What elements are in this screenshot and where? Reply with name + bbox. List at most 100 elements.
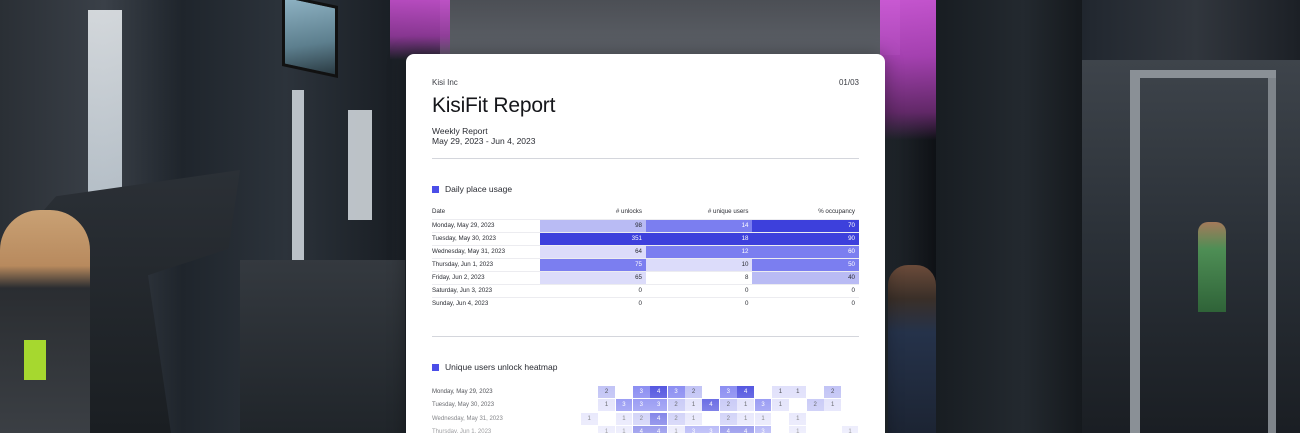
heatmap-cell: 1 <box>598 399 615 412</box>
table-row: Thursday, Jun 1, 2023 75 10 50 <box>432 257 859 271</box>
column-header: # unlocks <box>615 207 642 215</box>
heatmap-cell <box>563 399 580 411</box>
heatmap-section-label: Unique users unlock heatmap <box>445 362 558 372</box>
column-header: % occupancy <box>818 207 855 215</box>
heatmap-cell <box>546 413 563 425</box>
heatmap-cell <box>702 386 719 398</box>
pillar <box>936 0 1082 433</box>
unlocks-cell: 0 <box>539 296 646 310</box>
occupancy-cell: 60 <box>752 244 859 258</box>
heatmap-cell <box>546 386 563 398</box>
heatmap-cell <box>807 426 824 433</box>
unique-users-cell: 14 <box>645 218 753 232</box>
heatmap-row: Tuesday, May 30, 2023 1 3 3 3 2 1 4 2 1 3 1 2 1 <box>432 399 859 413</box>
table-header-row: Date # unlocks # unique users % occupanc… <box>432 207 859 219</box>
heatmap-cell: 2 <box>598 385 615 398</box>
heatmap-cell <box>842 399 859 411</box>
heatmap-cell <box>563 386 580 398</box>
unlocks-cell: 75 <box>539 257 646 271</box>
heatmap-row: Monday, May 29, 2023 2 3 4 3 2 3 4 1 1 2 <box>432 385 859 399</box>
date-cell: Saturday, Jun 3, 2023 <box>432 283 540 297</box>
usage-section-title: Daily place usage <box>432 184 859 194</box>
heatmap-cell <box>563 413 580 425</box>
heatmap-cell: 1 <box>772 399 789 412</box>
heatmap-cell <box>563 426 580 433</box>
report-subtitle: Weekly Report May 29, 2023 - Jun 4, 2023 <box>432 126 859 146</box>
window <box>348 110 372 220</box>
heatmap-cell: 1 <box>789 385 807 398</box>
column-header: # unique users <box>707 207 749 215</box>
heatmap-cell <box>546 399 563 411</box>
heatmap-cell: 2 <box>667 412 685 425</box>
heatmap-cell: 1 <box>754 412 772 425</box>
ceiling-light-pink <box>390 0 450 60</box>
unlocks-cell: 0 <box>539 283 646 297</box>
heatmap-cell <box>772 426 789 433</box>
unique-users-cell: 18 <box>645 231 753 245</box>
heatmap-cell: 3 <box>719 385 737 398</box>
heatmap-cell <box>789 399 806 411</box>
report-title: KisiFit Report <box>432 94 556 117</box>
table-row: Monday, May 29, 2023 98 14 70 <box>432 218 859 232</box>
report-card: Kisi Inc 01/03 KisiFit Report Weekly Rep… <box>406 54 885 433</box>
divider <box>432 336 859 337</box>
heatmap-cell: 2 <box>719 412 737 425</box>
heatmap-cell <box>581 386 598 398</box>
divider <box>432 158 859 159</box>
occupancy-cell: 70 <box>752 218 859 232</box>
company-name: Kisi Inc <box>432 78 458 87</box>
heatmap-cell: 3 <box>702 426 720 433</box>
unique-users-cell: 0 <box>645 283 753 297</box>
heatmap-cell <box>755 386 772 398</box>
window <box>88 10 122 210</box>
heatmap-cell <box>772 413 789 425</box>
table-row: Saturday, Jun 3, 2023 0 0 0 <box>432 283 859 297</box>
person-training <box>0 210 90 433</box>
heatmap-cell: 1 <box>685 412 702 425</box>
squat-rack <box>1130 70 1140 433</box>
report-type: Weekly Report <box>432 126 488 136</box>
table-row: Tuesday, May 30, 2023 351 18 90 <box>432 231 859 245</box>
heatmap-row-label: Monday, May 29, 2023 <box>432 388 493 395</box>
heatmap-section-title: Unique users unlock heatmap <box>432 362 859 372</box>
date-cell: Sunday, Jun 4, 2023 <box>432 296 540 310</box>
heatmap-cell <box>581 399 598 411</box>
unique-users-cell: 8 <box>645 270 753 284</box>
heatmap-cell <box>581 426 598 433</box>
unlocks-cell: 98 <box>539 218 646 232</box>
legend-square-icon <box>432 363 439 371</box>
heatmap-row-label: Wednesday, May 31, 2023 <box>432 415 503 422</box>
heatmap-cell: 1 <box>685 399 702 412</box>
date-cell: Friday, Jun 2, 2023 <box>432 270 540 284</box>
heatmap-cell: 3 <box>754 399 772 412</box>
heatmap-row-label: Tuesday, May 30, 2023 <box>432 402 495 409</box>
heatmap-cell: 1 <box>667 426 685 433</box>
heatmap-cell: 1 <box>772 385 789 398</box>
heatmap-cell: 2 <box>824 385 842 398</box>
date-cell: Tuesday, May 30, 2023 <box>432 231 540 245</box>
unlock-heatmap: Monday, May 29, 2023 2 3 4 3 2 3 4 1 1 2 Tuesday, M… <box>432 385 859 433</box>
occupancy-cell: 90 <box>752 231 859 245</box>
window <box>292 90 304 270</box>
gym-far-room <box>1082 60 1300 433</box>
heatmap-cell <box>842 386 859 398</box>
heatmap-cell: 4 <box>650 385 668 398</box>
heatmap-cell: 3 <box>632 399 650 412</box>
person-shirt-accent <box>24 340 46 380</box>
heatmap-cell: 4 <box>702 399 720 412</box>
heatmap-cell <box>807 386 824 398</box>
heatmap-cell: 1 <box>598 426 615 433</box>
heatmap-cell: 1 <box>580 412 598 425</box>
usage-table: Date # unlocks # unique users % occupanc… <box>432 207 859 310</box>
heatmap-cell: 4 <box>632 426 650 433</box>
heatmap-row-label: Thursday, Jun 1, 2023 <box>432 429 492 433</box>
occupancy-cell: 50 <box>752 257 859 271</box>
heatmap-cell <box>616 386 633 398</box>
heatmap-cell: 3 <box>615 399 633 412</box>
heatmap-cell <box>842 413 859 425</box>
heatmap-cell: 1 <box>737 412 755 425</box>
heatmap-cell: 2 <box>719 399 737 412</box>
person-training <box>888 265 936 433</box>
unique-users-cell: 0 <box>645 296 753 310</box>
report-date-range: May 29, 2023 - Jun 4, 2023 <box>432 136 536 146</box>
